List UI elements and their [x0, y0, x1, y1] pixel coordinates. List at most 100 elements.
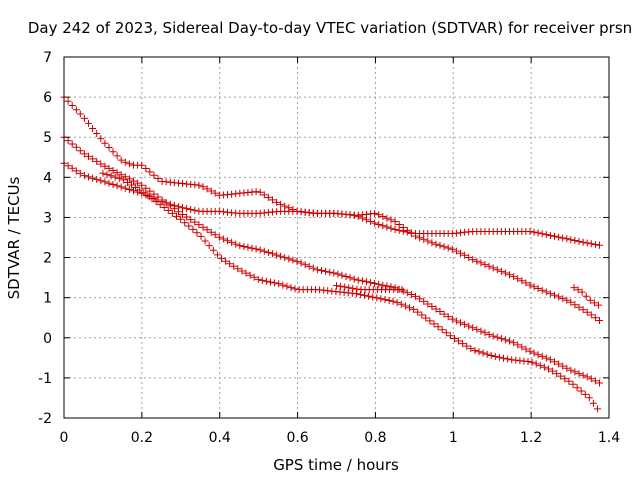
data-point — [191, 206, 199, 214]
data-point — [510, 339, 518, 347]
data-point — [590, 299, 598, 307]
data-point — [546, 232, 554, 239]
data-point — [473, 257, 481, 265]
data-point — [97, 135, 105, 143]
data-point — [72, 167, 80, 175]
data-point — [395, 226, 403, 234]
data-point — [471, 347, 479, 354]
data-point — [250, 273, 258, 281]
data-point — [203, 226, 211, 234]
data-point — [341, 283, 349, 291]
data-point — [105, 144, 113, 151]
data-point — [97, 177, 105, 185]
data-point — [179, 204, 186, 212]
data-point — [121, 158, 129, 166]
data-point — [117, 171, 125, 179]
data-point — [258, 276, 266, 284]
data-point — [113, 152, 121, 160]
data-point — [211, 231, 219, 239]
data-point — [318, 267, 325, 274]
data-point — [522, 279, 530, 287]
data-point — [260, 191, 268, 199]
data-point — [587, 311, 595, 319]
chart-title: Day 242 of 2023, Sidereal Day-to-day VTE… — [28, 19, 632, 37]
data-point — [269, 196, 276, 204]
x-tick-label: 1.2 — [520, 430, 542, 446]
data-point — [440, 243, 448, 251]
data-point — [469, 324, 477, 332]
data-point — [442, 329, 450, 337]
data-point — [375, 211, 383, 219]
x-tick-label: 0.6 — [286, 430, 308, 446]
data-point — [432, 240, 440, 248]
data-point — [349, 284, 357, 292]
data-point — [489, 264, 497, 272]
data-point — [264, 193, 272, 201]
data-point — [213, 251, 221, 259]
data-point — [72, 143, 80, 151]
data-point — [420, 235, 428, 243]
data-point — [485, 331, 493, 338]
data-point — [546, 356, 554, 364]
data-point — [538, 230, 546, 238]
data-point — [103, 171, 111, 179]
data-point — [571, 301, 579, 309]
data-point — [526, 347, 534, 355]
data-point — [203, 185, 211, 193]
data-point — [577, 387, 585, 395]
data-point — [448, 315, 456, 323]
data-point — [399, 287, 407, 295]
data-point — [305, 262, 313, 270]
data-point — [530, 283, 538, 291]
data-point — [252, 188, 260, 196]
data-point — [387, 224, 395, 232]
data-point — [219, 235, 227, 243]
data-point — [377, 295, 385, 303]
y-tick-label: 0 — [43, 331, 52, 347]
data-point — [117, 183, 125, 191]
data-point — [532, 360, 540, 368]
data-point — [587, 240, 595, 248]
data-point — [467, 345, 475, 353]
data-point — [168, 209, 176, 217]
data-point — [148, 195, 156, 203]
data-point — [124, 179, 131, 186]
data-point — [567, 236, 575, 244]
data-point — [524, 358, 532, 365]
data-point — [567, 366, 575, 374]
data-point — [142, 165, 150, 172]
data-point — [369, 293, 377, 301]
data-point — [105, 179, 113, 187]
data-point — [555, 360, 563, 368]
data-point — [236, 242, 244, 250]
data-point — [477, 327, 485, 335]
data-point — [534, 285, 542, 292]
data-point — [452, 247, 460, 255]
data-point — [578, 288, 586, 296]
data-point — [477, 259, 485, 267]
series-track-a — [60, 93, 603, 249]
data-point — [563, 364, 571, 372]
axis-ticks: 0 0.2 0.4 0.6 0.8 1 1.2 1.4 -2 -1 0 1 2 3 4 5 6 7 — [38, 50, 620, 446]
data-point — [398, 286, 406, 294]
data-point — [345, 284, 353, 292]
data-point — [121, 184, 129, 192]
data-point — [551, 358, 558, 366]
data-point — [587, 375, 595, 383]
data-point — [150, 190, 158, 198]
data-point — [260, 247, 268, 255]
data-point — [365, 292, 373, 300]
data-point — [571, 237, 579, 244]
data-point — [130, 177, 137, 185]
data-point — [575, 237, 583, 245]
data-point — [146, 187, 154, 195]
data-point — [551, 291, 558, 299]
x-tick-label: 0.2 — [131, 430, 153, 446]
data-point — [514, 341, 522, 349]
data-point — [457, 249, 464, 257]
data-point — [179, 211, 186, 218]
data-point — [144, 192, 152, 200]
data-point — [371, 210, 379, 217]
y-tick-label: 2 — [43, 251, 52, 267]
data-point — [80, 150, 88, 158]
